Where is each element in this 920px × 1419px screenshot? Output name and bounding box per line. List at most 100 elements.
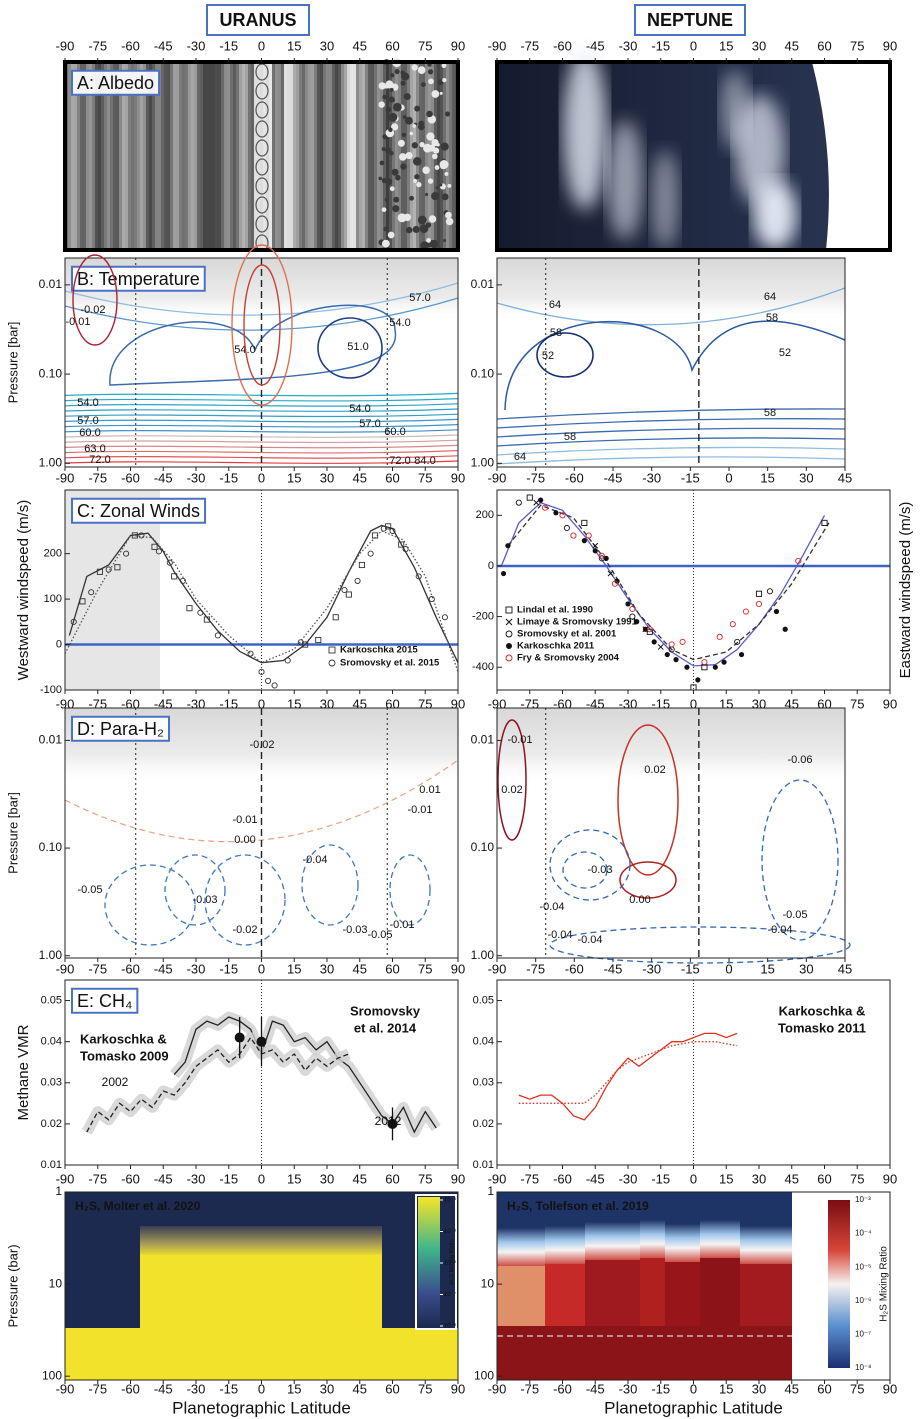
y-axis-label: Pressure [bar] [5, 322, 20, 404]
heatmap-title: H₂S, Molter et al. 2020 [75, 1199, 201, 1213]
x-tick-label: -75 [88, 961, 107, 976]
x-tick-label: 15 [719, 1171, 733, 1186]
albedo-strip [185, 62, 188, 250]
x-tick-label: -60 [565, 961, 584, 976]
x-tick-label: -75 [520, 1381, 539, 1396]
contour-label: -0.04 [539, 901, 564, 913]
x-tick-label: -60 [553, 38, 572, 53]
albedo-speckle [379, 82, 386, 89]
colorbar-label: H₂S Mixing Ratio [450, 1239, 456, 1285]
albedo-strip [179, 62, 182, 250]
y-axis-label: Westward windspeed (m/s) [15, 500, 32, 681]
y-tick-label: 0.10 [471, 840, 495, 854]
x-tick-label: -15 [219, 38, 238, 53]
albedo-strip [284, 62, 287, 250]
albedo-speckle [426, 222, 431, 227]
albedo-strip [374, 62, 377, 250]
albedo-strip [191, 62, 194, 250]
x-tick-label: 0 [258, 1381, 265, 1396]
x-tick-label: 15 [760, 961, 774, 976]
marker [739, 652, 744, 657]
x-tick-label: -75 [88, 38, 107, 53]
contour-label: 58 [766, 312, 778, 324]
albedo-speckle [413, 226, 420, 233]
albedo-strip [332, 62, 335, 250]
albedo-speckle [390, 186, 395, 191]
heat-cell [497, 1326, 792, 1380]
x-tick-label: 15 [287, 961, 301, 976]
x-tick-label: 90 [451, 1171, 465, 1186]
heat-cell [140, 1226, 382, 1256]
x-tick-label: -30 [187, 961, 206, 976]
x-tick-label: 60 [817, 1381, 831, 1396]
y-tick-label: 0.03 [41, 1077, 62, 1089]
x-tick-label: -90 [488, 961, 507, 976]
y-tick-label: 1 [487, 1184, 494, 1198]
x-tick-label: 60 [385, 1381, 399, 1396]
albedo-speckle [416, 182, 421, 187]
albedo-speckle [428, 79, 434, 85]
albedo-strip [386, 62, 389, 250]
colorbar-tick-label: 10⁻⁸ [444, 1323, 457, 1330]
albedo-speckle [441, 142, 449, 150]
y-tick-label: 0.01 [471, 277, 495, 291]
x-tick-label: -30 [619, 1171, 638, 1186]
albedo-strip [305, 62, 308, 250]
albedo-speckle [433, 148, 439, 154]
x-axis-label: Planetographic Latitude [604, 1398, 783, 1417]
albedo-strip [341, 62, 344, 250]
marker [713, 665, 718, 670]
x-tick-label: -45 [154, 470, 173, 485]
colorbar-label: H₂S Mixing Ratio [879, 1246, 890, 1322]
x-tick-label: 75 [418, 961, 432, 976]
contour-label: 54.0 [77, 397, 98, 409]
albedo-strip [239, 62, 242, 250]
albedo-speckle [440, 163, 446, 169]
x-tick-label: -30 [187, 1381, 206, 1396]
contour-label: 57.0 [359, 418, 380, 430]
albedo-speckle [392, 169, 399, 176]
marker [625, 601, 630, 606]
albedo-strip [356, 62, 359, 250]
albedo-strip [200, 62, 203, 250]
marker [695, 677, 700, 682]
x-tick-label: 75 [418, 1171, 432, 1186]
albedo-speckle [413, 157, 422, 166]
x-tick-label: -30 [187, 1171, 206, 1186]
x-tick-label: -30 [642, 961, 661, 976]
x-tick-label: 30 [320, 961, 334, 976]
x-tick-label: -90 [488, 38, 507, 53]
y-tick-label: 10 [481, 1276, 495, 1290]
annotation: Tomasko 2009 [80, 1048, 169, 1063]
x-tick-label: -30 [187, 470, 206, 485]
x-tick-label: 15 [287, 1381, 301, 1396]
albedo-speckle [442, 193, 449, 200]
contour-label: -0.03 [192, 894, 217, 906]
x-tick-label: -15 [681, 961, 700, 976]
albedo-speckle [428, 69, 433, 74]
contour-label: -0.03 [587, 864, 612, 876]
y-tick-label: 0.04 [473, 1036, 494, 1048]
albedo-strip [170, 62, 173, 250]
heat-cell [545, 1226, 585, 1266]
albedo-cloud [720, 70, 750, 150]
colorbar-tick-label: 10⁻⁷ [855, 1330, 871, 1339]
y-tick-label: 0.01 [473, 1159, 494, 1171]
y-tick-label: 100 [42, 1368, 62, 1382]
legend-label: Lindal et al. 1990 [517, 605, 593, 616]
albedo-strip [353, 62, 356, 250]
x-tick-label: 45 [838, 470, 852, 485]
albedo-strip [383, 62, 386, 250]
albedo-strip [311, 62, 314, 250]
contour-label: -0.04 [767, 924, 792, 936]
x-axis-label: Planetographic Latitude [172, 1398, 351, 1417]
colorbar [828, 1200, 850, 1368]
contour-label: 57.0 [77, 415, 98, 427]
albedo-speckle [418, 66, 426, 74]
x-tick-label: 60 [385, 1171, 399, 1186]
contour-label: -0.01 [232, 814, 257, 826]
albedo-speckle [446, 218, 454, 226]
colorbar-tick-label: 10⁻⁵ [855, 1262, 871, 1271]
colorbar-tick-label: 10⁻⁴ [855, 1229, 872, 1238]
x-tick-label: -60 [121, 961, 140, 976]
